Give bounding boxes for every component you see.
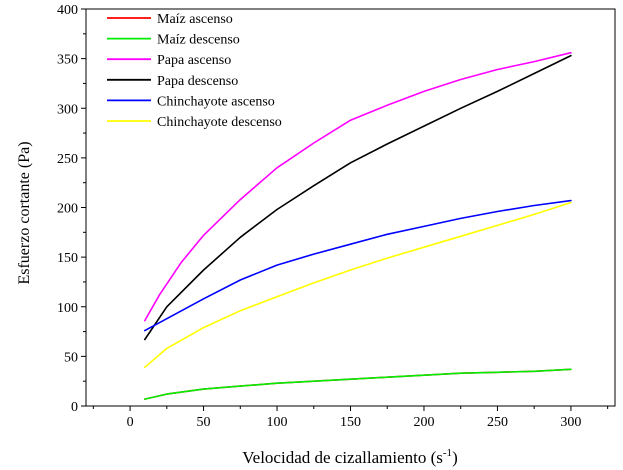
x-tick-label: 100: [267, 415, 288, 430]
x-tick-label: 150: [340, 415, 361, 430]
x-tick-label: 50: [197, 415, 211, 430]
y-tick-label: 350: [57, 53, 78, 68]
legend-label: Chinchayote descenso: [157, 115, 282, 130]
x-axis-title: Velocidad de cizallamiento (s-1): [242, 447, 457, 467]
series-line-6: [144, 201, 572, 369]
legend-label: Chinchayote ascenso: [157, 94, 275, 109]
series-line-1: [144, 368, 572, 400]
plot-area: 0 50 100 150 200 250 300 0 50 100 150 200 250 300 350 4…: [57, 3, 616, 430]
legend: Maíz ascenso Maíz descenso Papa ascenso Pap…: [107, 12, 282, 130]
legend-label: Maíz ascenso: [157, 12, 233, 27]
x-tick-label: 200: [413, 415, 434, 430]
legend-label: Papa ascenso: [157, 53, 231, 68]
x-tick-label: 250: [487, 415, 508, 430]
x-tick-label: 0: [127, 415, 134, 430]
series-line-3: [144, 51, 572, 322]
series-line-4: [144, 54, 572, 341]
x-tick-label: 300: [560, 415, 581, 430]
legend-label: Papa descenso: [157, 74, 238, 89]
y-tick-label: 400: [57, 3, 78, 18]
series-line-5: [144, 199, 572, 332]
y-tick-label: 250: [57, 152, 78, 167]
y-tick-label: 150: [57, 251, 78, 266]
series-layer: [144, 51, 572, 400]
y-tick-label: 100: [57, 301, 78, 316]
y-tick-label: 50: [64, 350, 78, 365]
y-axis-title: Esfuerzo cortante (Pa): [16, 141, 33, 284]
plot-frame: [85, 8, 616, 407]
y-tick-label: 300: [57, 102, 78, 117]
legend-label: Maíz descenso: [157, 33, 240, 48]
y-tick-label: 0: [71, 400, 78, 415]
series-line-2: [144, 368, 572, 400]
y-tick-label: 200: [57, 202, 78, 217]
